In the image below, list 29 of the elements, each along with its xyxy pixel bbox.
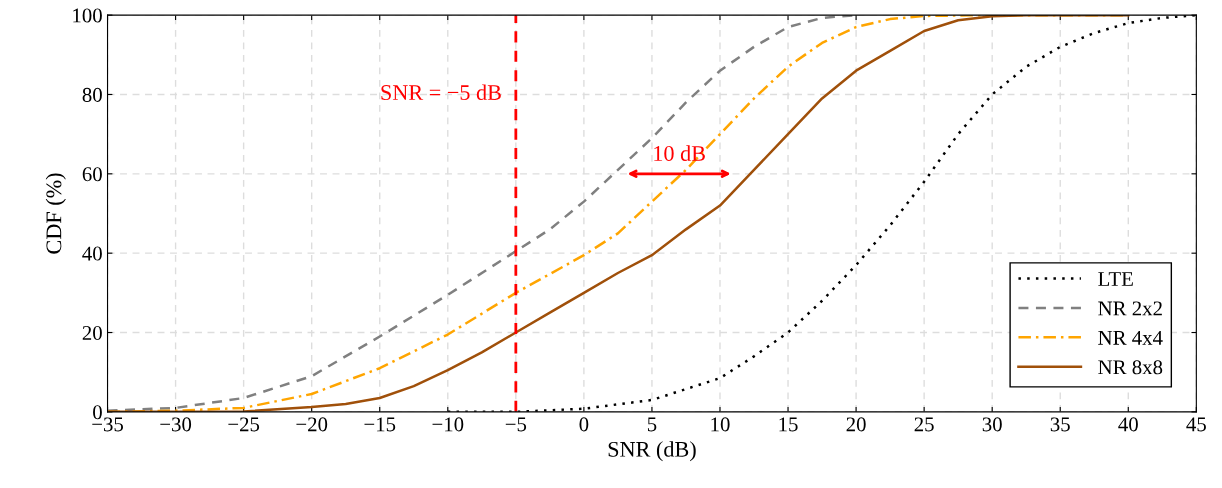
x-tick-label: 40 bbox=[1118, 417, 1138, 432]
legend-label: LTE bbox=[1098, 272, 1133, 286]
legend-label: NR 4x4 bbox=[1098, 330, 1163, 345]
x-tick-label: −5 bbox=[505, 417, 527, 432]
x-tick-label: 10 bbox=[711, 417, 730, 432]
x-tick-label: −25 bbox=[228, 417, 260, 432]
y-tick-label: 80 bbox=[82, 87, 102, 102]
x-tick-label: 30 bbox=[982, 417, 1002, 432]
x-tick-label: 45 bbox=[1186, 417, 1206, 432]
x-tick-label: 0 bbox=[579, 417, 589, 432]
ref-line-label: SNR = −5 dB bbox=[381, 84, 501, 101]
x-tick-label: 25 bbox=[914, 417, 934, 432]
x-tick-label: 20 bbox=[846, 417, 866, 432]
x-tick-label: −10 bbox=[432, 417, 464, 432]
y-tick-label: 60 bbox=[82, 167, 102, 182]
y-tick-label: 100 bbox=[73, 8, 102, 23]
y-tick-label: 40 bbox=[82, 246, 102, 261]
legend-label: NR 8x8 bbox=[1098, 360, 1163, 375]
annotation: 10 dB bbox=[654, 145, 705, 161]
x-tick-label: −15 bbox=[364, 417, 396, 432]
legend-label: NR 2x2 bbox=[1098, 301, 1162, 316]
x-axis-title: SNR (dB) bbox=[608, 441, 696, 462]
x-tick-label: 15 bbox=[779, 417, 798, 432]
x-tick-label: 35 bbox=[1050, 417, 1070, 432]
x-tick-label: 5 bbox=[647, 417, 657, 432]
x-tick-label: −20 bbox=[296, 417, 328, 432]
x-tick-label: −30 bbox=[160, 417, 192, 432]
y-axis-title: CDF (%) bbox=[45, 173, 66, 254]
y-tick-label: 20 bbox=[82, 325, 102, 340]
